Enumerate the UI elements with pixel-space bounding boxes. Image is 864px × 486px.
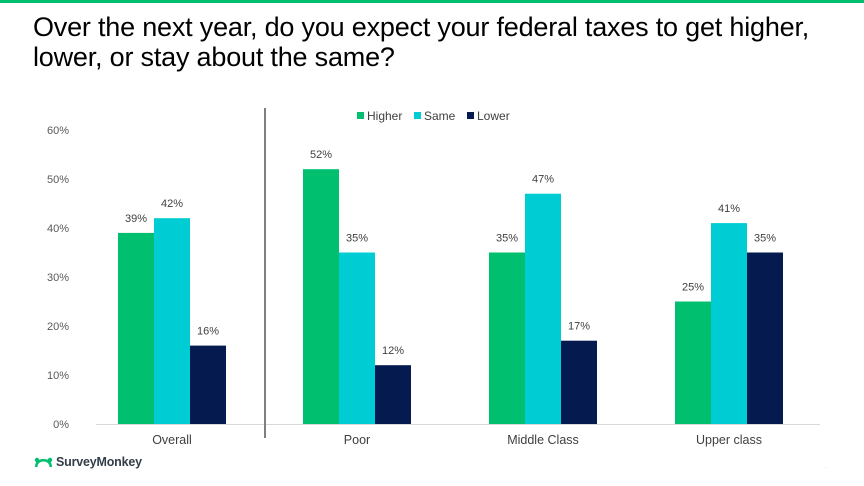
y-tick-label: 40% bbox=[47, 223, 69, 235]
data-label: 41% bbox=[718, 203, 740, 215]
x-tick-label: Poor bbox=[344, 433, 370, 447]
data-label: 52% bbox=[310, 149, 332, 161]
x-tick-label: Upper class bbox=[696, 433, 762, 447]
legend-swatch-same bbox=[414, 112, 421, 119]
data-label: 17% bbox=[568, 321, 590, 333]
data-label: 47% bbox=[532, 174, 554, 186]
bar-same bbox=[525, 193, 561, 424]
data-label: 16% bbox=[197, 326, 219, 338]
data-label: 35% bbox=[496, 233, 518, 245]
bar-lower bbox=[375, 365, 411, 424]
bar-same bbox=[711, 223, 747, 424]
legend-swatch-higher bbox=[357, 112, 364, 119]
y-tick-label: 50% bbox=[47, 174, 69, 186]
top-accent-bar bbox=[0, 0, 864, 3]
legend-label: Higher bbox=[367, 109, 402, 123]
data-label: 12% bbox=[382, 345, 404, 357]
bar-higher bbox=[118, 232, 154, 424]
surveymonkey-logo: SurveyMonkey bbox=[34, 455, 142, 469]
page-marker: · bbox=[825, 465, 827, 471]
data-label: 42% bbox=[161, 198, 183, 210]
x-tick-label: Middle Class bbox=[507, 433, 579, 447]
y-tick-label: 10% bbox=[47, 370, 69, 382]
data-label: 35% bbox=[346, 233, 368, 245]
data-label: 39% bbox=[125, 213, 147, 225]
y-tick-label: 60% bbox=[47, 125, 69, 137]
bar-higher bbox=[303, 169, 339, 424]
bar-same bbox=[154, 218, 190, 424]
x-tick-label: Overall bbox=[152, 433, 192, 447]
legend-label: Same bbox=[424, 109, 456, 123]
bar-lower bbox=[747, 252, 783, 424]
data-label: 35% bbox=[754, 233, 776, 245]
y-tick-label: 20% bbox=[47, 321, 69, 333]
data-label: 25% bbox=[682, 282, 704, 294]
chart-title: Over the next year, do you expect your f… bbox=[33, 12, 810, 72]
legend-swatch-lower bbox=[467, 112, 474, 119]
brand-name: SurveyMonkey bbox=[56, 455, 142, 469]
bar-same bbox=[339, 252, 375, 424]
bar-lower bbox=[561, 340, 597, 424]
y-tick-label: 30% bbox=[47, 272, 69, 284]
bar-higher bbox=[489, 252, 525, 424]
monkey-logo-icon bbox=[34, 457, 53, 467]
legend-label: Lower bbox=[477, 109, 510, 123]
y-tick-label: 0% bbox=[53, 419, 69, 431]
bar-lower bbox=[190, 345, 226, 424]
bar-higher bbox=[675, 301, 711, 424]
